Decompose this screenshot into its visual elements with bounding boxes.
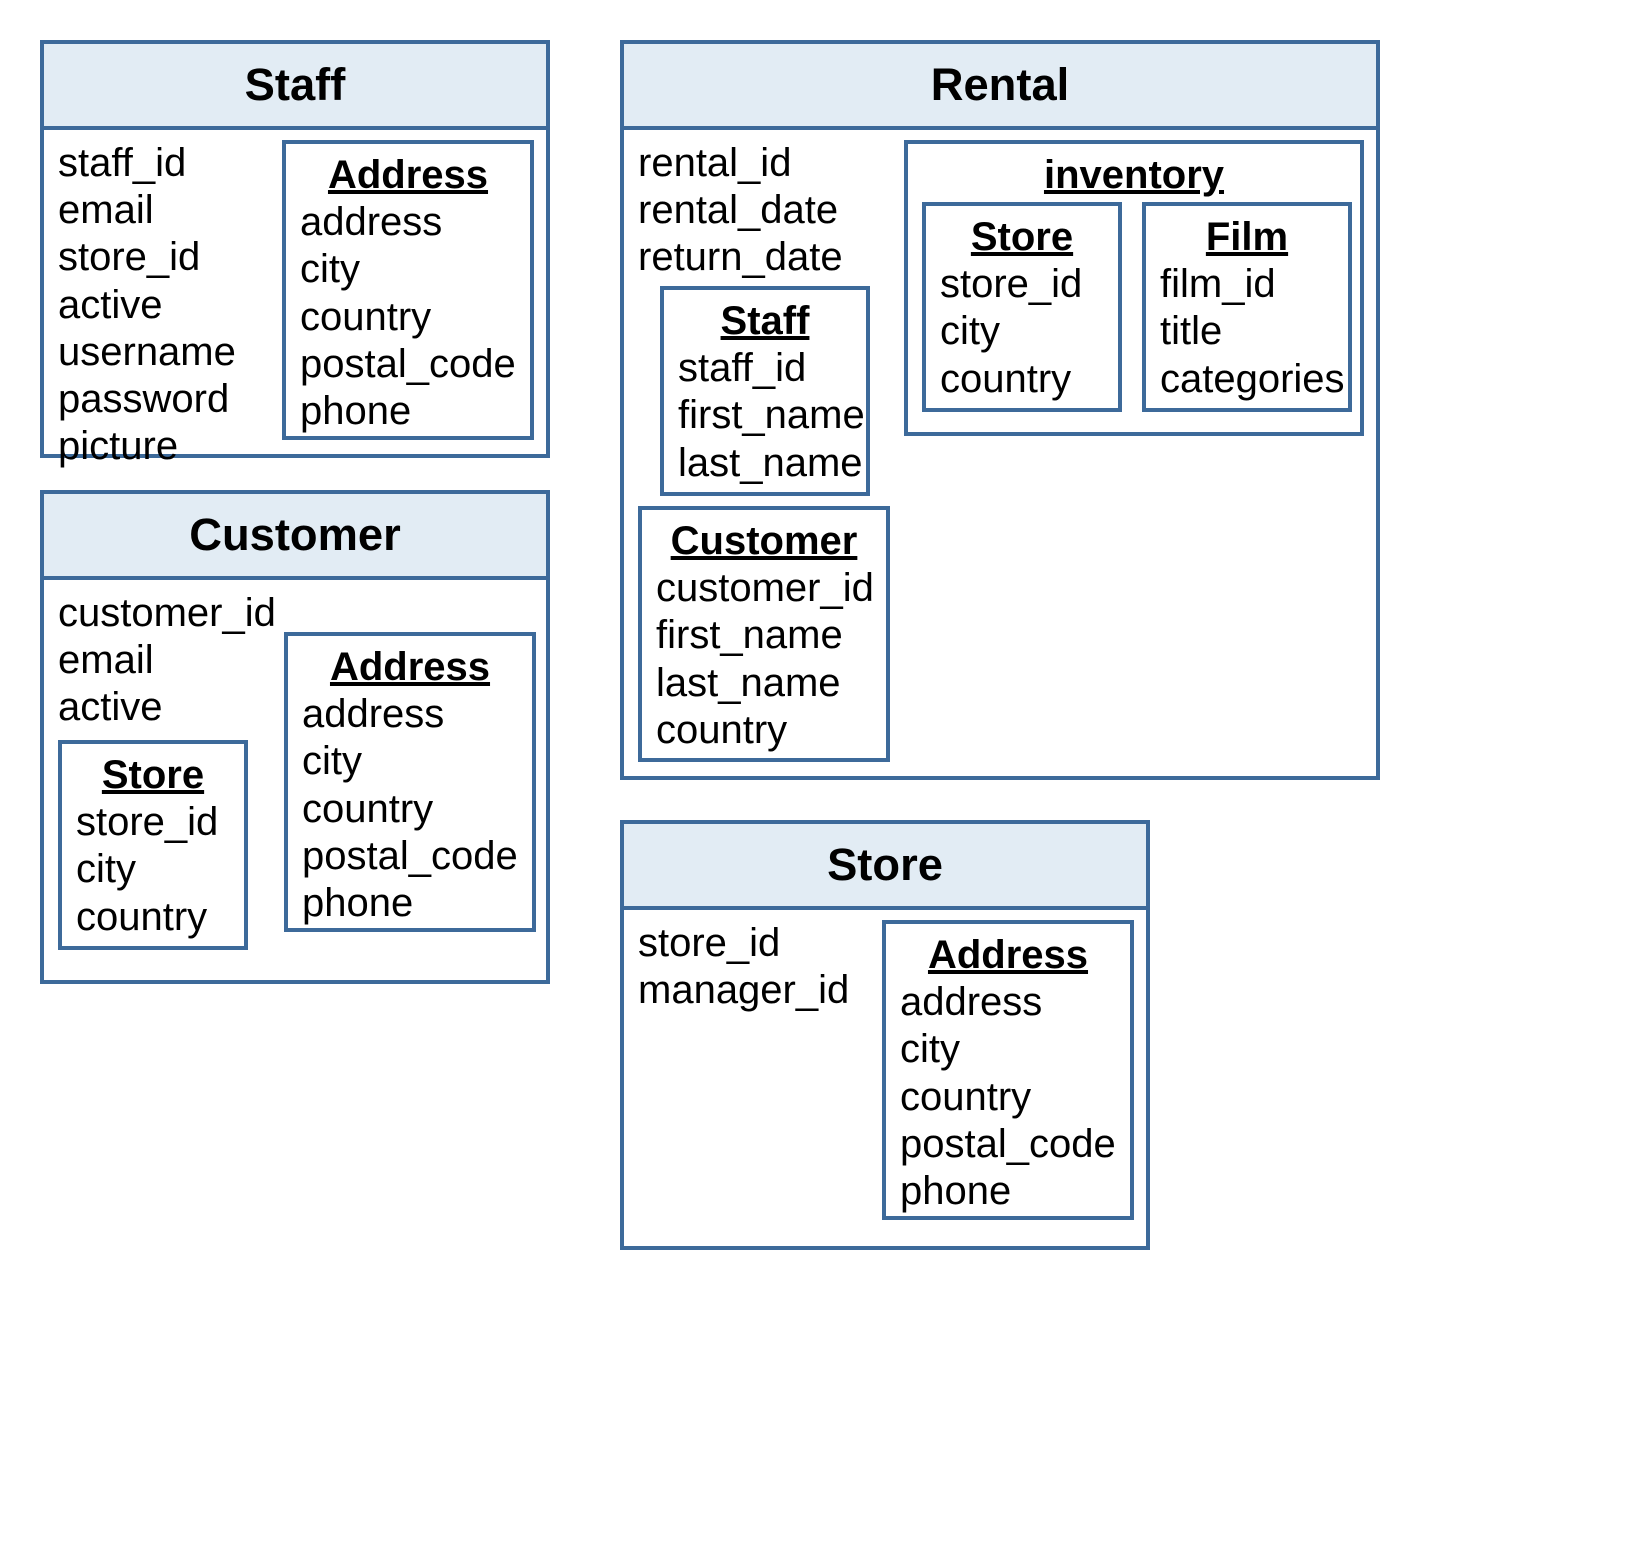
sub-rental-staff-field: staff_id bbox=[678, 345, 852, 392]
entity-header: Rental bbox=[624, 44, 1376, 130]
sub-staff-address-field: address bbox=[300, 199, 516, 246]
sub-customer-store-field: city bbox=[76, 846, 230, 893]
staff-field: active bbox=[58, 282, 236, 329]
entity-header: Staff bbox=[44, 44, 546, 130]
sub-customer-address-field: postal_code bbox=[302, 833, 518, 880]
sub-store-address-field: postal_code bbox=[900, 1121, 1116, 1168]
schema-diagram-canvas: Staffstaff_idemailstore_idactiveusername… bbox=[0, 0, 1645, 1563]
sub-store-address-field: country bbox=[900, 1074, 1116, 1121]
rental-field: return_date bbox=[638, 234, 843, 281]
sub-inventory-store-field: store_id bbox=[940, 261, 1104, 308]
sub-staff-address-field: city bbox=[300, 246, 516, 293]
sub-store-address-field: city bbox=[900, 1026, 1116, 1073]
sub-store-address-fields: addresscitycountrypostal_codephone bbox=[900, 979, 1116, 1215]
sub-rental-customer-field: first_name bbox=[656, 612, 872, 659]
sub-entity-rental-customer: Customercustomer_idfirst_namelast_nameco… bbox=[638, 506, 890, 762]
sub-staff-address-field: country bbox=[300, 294, 516, 341]
sub-entity-inventory-store: Storestore_idcitycountry bbox=[922, 202, 1122, 412]
sub-entity-title: Address bbox=[900, 932, 1116, 979]
sub-entity-rental-staff: Staffstaff_idfirst_namelast_name bbox=[660, 286, 870, 496]
sub-rental-customer-field: customer_id bbox=[656, 565, 872, 612]
sub-entity-title: Store bbox=[940, 214, 1104, 261]
sub-customer-address-field: address bbox=[302, 691, 518, 738]
entity-rental: Rentalrental_idrental_datereturn_dateSta… bbox=[620, 40, 1380, 780]
rental-fields: rental_idrental_datereturn_date bbox=[638, 140, 843, 282]
customer-fields: customer_idemailactive bbox=[58, 590, 276, 732]
store-fields: store_idmanager_id bbox=[638, 920, 849, 1014]
sub-entity-inventory-film: Filmfilm_idtitlecategories bbox=[1142, 202, 1352, 412]
entity-header: Store bbox=[624, 824, 1146, 910]
sub-entity-customer-store: Storestore_idcitycountry bbox=[58, 740, 248, 950]
sub-entity-title: Staff bbox=[678, 298, 852, 345]
staff-field: email bbox=[58, 187, 236, 234]
store-field: store_id bbox=[638, 920, 849, 967]
entity-store: Store store_idmanager_id Addressaddresscit… bbox=[620, 820, 1150, 1250]
entity-body: customer_idemailactiveStorestore_idcityc… bbox=[44, 580, 546, 980]
sub-rental-staff-field: first_name bbox=[678, 392, 852, 439]
sub-rental-staff-fields: staff_idfirst_namelast_name bbox=[678, 345, 852, 487]
sub-rental-customer-field: last_name bbox=[656, 660, 872, 707]
sub-store-address-field: address bbox=[900, 979, 1116, 1026]
sub-entity-title: Store bbox=[76, 752, 230, 799]
rental-field: rental_id bbox=[638, 140, 843, 187]
entity-body: store_idmanager_id Addressaddresscitycoun… bbox=[624, 910, 1146, 1246]
sub-customer-address-field: country bbox=[302, 786, 518, 833]
sub-customer-address-field: city bbox=[302, 738, 518, 785]
sub-staff-address-field: phone bbox=[300, 388, 516, 435]
entity-body: rental_idrental_datereturn_dateStaffstaf… bbox=[624, 130, 1376, 776]
sub-entity-staff-address: Addressaddresscitycountrypostal_codephon… bbox=[282, 140, 534, 440]
customer-field: email bbox=[58, 637, 276, 684]
sub-inventory-store-field: country bbox=[940, 356, 1104, 403]
sub-customer-address-field: phone bbox=[302, 880, 518, 927]
staff-field: username bbox=[58, 329, 236, 376]
sub-entity-customer-address: Addressaddresscitycountrypostal_codephon… bbox=[284, 632, 536, 932]
sub-entity-title: Film bbox=[1160, 214, 1334, 261]
entity-body: staff_idemailstore_idactiveusernamepassw… bbox=[44, 130, 546, 454]
sub-entity-store-address: Addressaddresscitycountrypostal_codephon… bbox=[882, 920, 1134, 1220]
sub-customer-store-field: country bbox=[76, 894, 230, 941]
sub-entity-title: Customer bbox=[656, 518, 872, 565]
entity-staff: Staffstaff_idemailstore_idactiveusername… bbox=[40, 40, 550, 458]
staff-fields: staff_idemailstore_idactiveusernamepassw… bbox=[58, 140, 236, 470]
sub-rental-staff-field: last_name bbox=[678, 440, 852, 487]
sub-inventory-film-field: film_id bbox=[1160, 261, 1334, 308]
sub-customer-store-fields: store_idcitycountry bbox=[76, 799, 230, 941]
staff-field: password bbox=[58, 376, 236, 423]
sub-entity-title: Address bbox=[302, 644, 518, 691]
sub-inventory-film-field: categories bbox=[1160, 356, 1334, 403]
sub-entity-title: inventory bbox=[922, 152, 1346, 199]
sub-rental-customer-fields: customer_idfirst_namelast_namecountry bbox=[656, 565, 872, 754]
entity-customer: Customercustomer_idemailactiveStorestore… bbox=[40, 490, 550, 984]
entity-header: Customer bbox=[44, 494, 546, 580]
staff-field: picture bbox=[58, 423, 236, 470]
sub-store-address-field: phone bbox=[900, 1168, 1116, 1215]
sub-customer-store-field: store_id bbox=[76, 799, 230, 846]
sub-inventory-store-field: city bbox=[940, 308, 1104, 355]
sub-customer-address-fields: addresscitycountrypostal_codephone bbox=[302, 691, 518, 927]
sub-inventory-film-fields: film_idtitlecategories bbox=[1160, 261, 1334, 403]
sub-entity-rental-inventory: inventoryStorestore_idcitycountryFilmfil… bbox=[904, 140, 1364, 436]
sub-staff-address-field: postal_code bbox=[300, 341, 516, 388]
sub-inventory-store-fields: store_idcitycountry bbox=[940, 261, 1104, 403]
customer-field: customer_id bbox=[58, 590, 276, 637]
sub-rental-customer-field: country bbox=[656, 707, 872, 754]
customer-field: active bbox=[58, 684, 276, 731]
sub-inventory-film-field: title bbox=[1160, 308, 1334, 355]
store-field: manager_id bbox=[638, 967, 849, 1014]
sub-entity-title: Address bbox=[300, 152, 516, 199]
staff-field: staff_id bbox=[58, 140, 236, 187]
sub-staff-address-fields: addresscitycountrypostal_codephone bbox=[300, 199, 516, 435]
staff-field: store_id bbox=[58, 234, 236, 281]
rental-field: rental_date bbox=[638, 187, 843, 234]
